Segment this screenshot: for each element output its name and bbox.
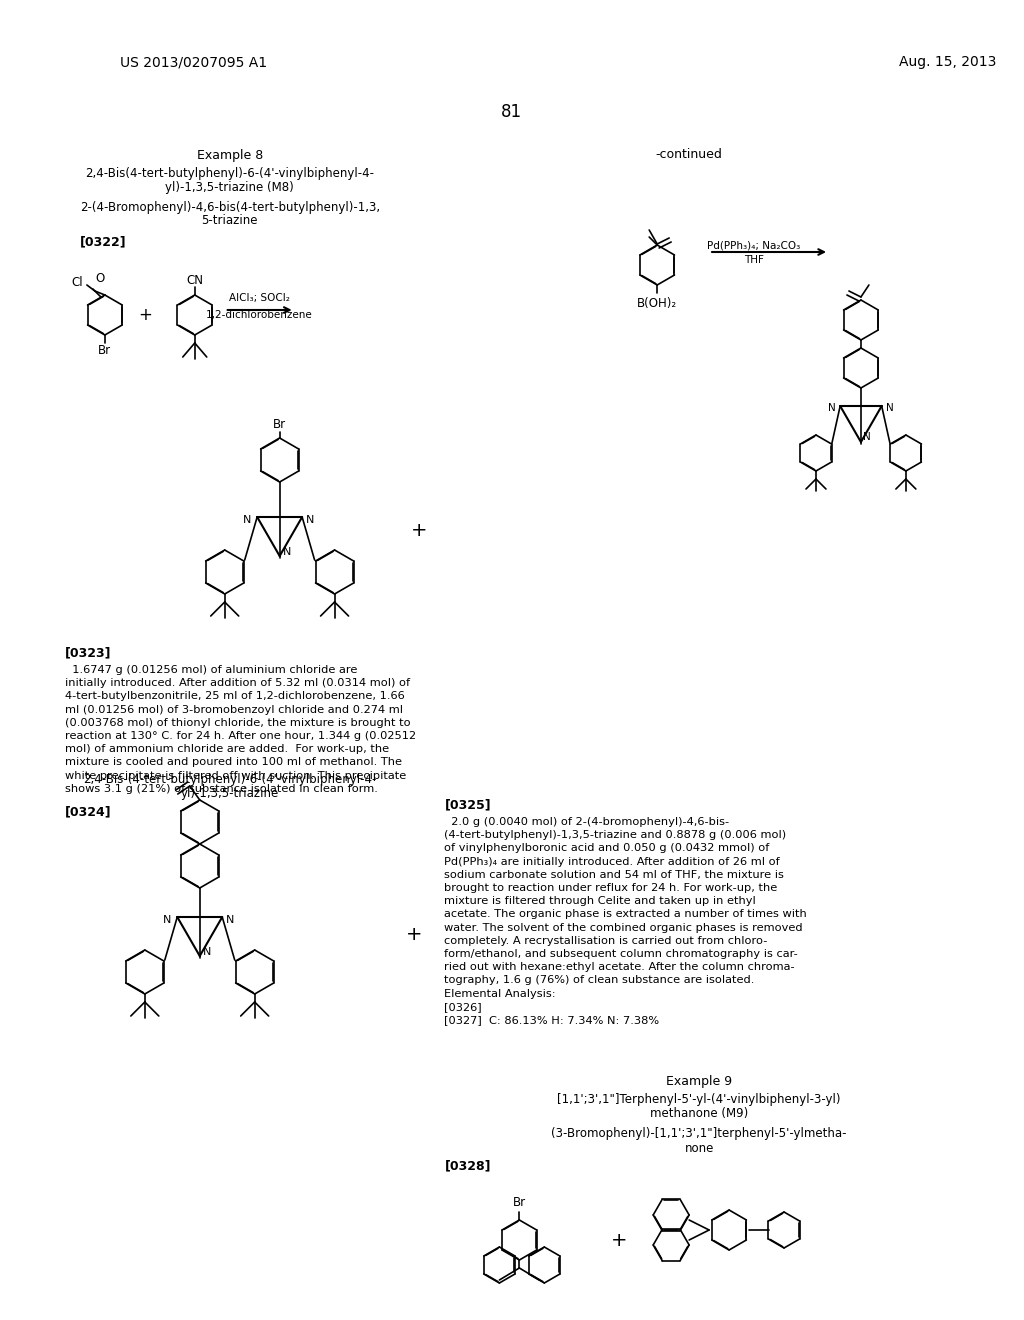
Text: yl)-1,3,5-triazine (M8): yl)-1,3,5-triazine (M8) <box>165 181 294 194</box>
Text: Cl: Cl <box>71 276 83 289</box>
Text: yl)-1,3,5-triazine: yl)-1,3,5-triazine <box>180 788 279 800</box>
Text: Pd(PPh₃)₄; Na₂CO₃: Pd(PPh₃)₄; Na₂CO₃ <box>708 240 801 249</box>
Text: N: N <box>226 915 234 925</box>
Text: N: N <box>886 403 894 413</box>
Text: 1.6747 g (0.01256 mol) of aluminium chloride are
initially introduced. After add: 1.6747 g (0.01256 mol) of aluminium chlo… <box>65 665 416 793</box>
Text: 2,4-Bis(4-tert-butylphenyl)-6-(4'-vinylbiphenyl-4-: 2,4-Bis(4-tert-butylphenyl)-6-(4'-vinylb… <box>85 166 374 180</box>
Text: 2.0 g (0.0040 mol) of 2-(4-bromophenyl)-4,6-bis-
(4-tert-butylphenyl)-1,3,5-tria: 2.0 g (0.0040 mol) of 2-(4-bromophenyl)-… <box>444 817 807 1026</box>
Text: [0324]: [0324] <box>65 805 112 818</box>
Text: 2-(4-Bromophenyl)-4,6-bis(4-tert-butylphenyl)-1,3,: 2-(4-Bromophenyl)-4,6-bis(4-tert-butylph… <box>80 201 380 214</box>
Text: (3-Bromophenyl)-[1,1';3',1"]terphenyl-5'-ylmetha-: (3-Bromophenyl)-[1,1';3',1"]terphenyl-5'… <box>551 1127 847 1140</box>
Text: N: N <box>306 515 314 525</box>
Text: methanone (M9): methanone (M9) <box>650 1107 749 1121</box>
Text: N: N <box>243 515 251 525</box>
Text: -continued: -continued <box>655 149 723 161</box>
Text: N: N <box>828 403 836 413</box>
Text: Example 9: Example 9 <box>666 1076 732 1089</box>
Text: [0322]: [0322] <box>80 235 127 248</box>
Text: Br: Br <box>273 417 287 430</box>
Text: N: N <box>163 915 171 925</box>
Text: O: O <box>95 272 104 285</box>
Text: Br: Br <box>98 345 112 358</box>
Text: Example 8: Example 8 <box>197 149 263 161</box>
Text: N: N <box>283 546 291 557</box>
Text: 81: 81 <box>501 103 522 121</box>
Text: THF: THF <box>744 255 764 265</box>
Text: [1,1';3',1"]Terphenyl-5'-yl-(4'-vinylbiphenyl-3-yl): [1,1';3',1"]Terphenyl-5'-yl-(4'-vinylbip… <box>557 1093 841 1106</box>
Text: +: + <box>611 1230 628 1250</box>
Text: N: N <box>863 432 870 442</box>
Text: B(OH)₂: B(OH)₂ <box>637 297 677 309</box>
Text: CN: CN <box>186 275 203 288</box>
Text: +: + <box>138 306 152 323</box>
Text: 5-triazine: 5-triazine <box>202 214 258 227</box>
Text: 1,2-dichlorobenzene: 1,2-dichlorobenzene <box>206 310 313 319</box>
Text: none: none <box>684 1142 714 1155</box>
Text: Br: Br <box>513 1196 526 1209</box>
Text: US 2013/0207095 A1: US 2013/0207095 A1 <box>120 55 267 69</box>
Text: 2,4-Bis-(4-tert-butylphenyl)-6-(4'-vinylbiphenyl-4-: 2,4-Bis-(4-tert-butylphenyl)-6-(4'-vinyl… <box>83 774 377 787</box>
Text: AlCl₃; SOCl₂: AlCl₃; SOCl₂ <box>229 293 290 304</box>
Text: +: + <box>407 925 423 945</box>
Text: [0328]: [0328] <box>444 1159 490 1172</box>
Text: +: + <box>412 520 428 540</box>
Text: N: N <box>203 946 211 957</box>
Text: Aug. 15, 2013: Aug. 15, 2013 <box>899 55 996 69</box>
Text: [0325]: [0325] <box>444 799 492 812</box>
Text: [0323]: [0323] <box>65 647 112 660</box>
